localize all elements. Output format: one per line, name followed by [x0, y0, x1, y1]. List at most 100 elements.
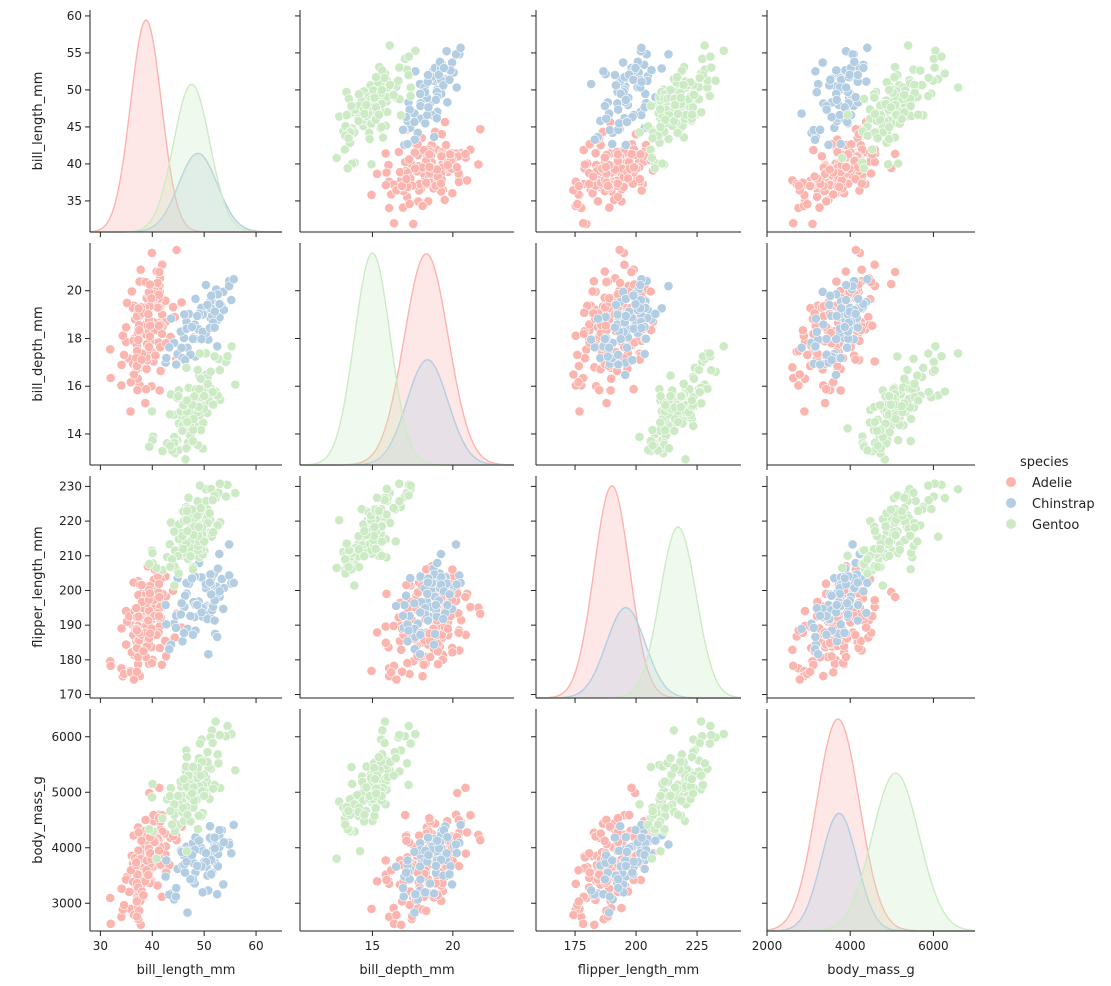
- point-adelie: [814, 202, 825, 213]
- point-gentoo: [923, 348, 934, 359]
- point-gentoo: [697, 53, 708, 64]
- point-adelie: [584, 178, 595, 189]
- point-gentoo: [182, 526, 193, 536]
- point-chinstrap: [187, 573, 197, 584]
- point-gentoo: [686, 774, 697, 784]
- point-chinstrap: [164, 644, 175, 655]
- point-chinstrap: [212, 341, 223, 352]
- y-tick-label: 55: [67, 46, 82, 60]
- point-adelie: [146, 293, 157, 304]
- point-gentoo: [837, 563, 847, 573]
- point-gentoo: [906, 413, 916, 424]
- point-adelie: [421, 177, 432, 188]
- point-adelie: [153, 320, 164, 331]
- point-chinstrap: [212, 632, 223, 642]
- point-chinstrap: [209, 832, 220, 843]
- point-chinstrap: [228, 274, 239, 285]
- point-gentoo: [194, 480, 205, 491]
- point-adelie: [606, 373, 617, 384]
- x-tick-label: 60: [248, 939, 263, 953]
- point-chinstrap: [841, 280, 852, 290]
- point-adelie: [156, 659, 167, 670]
- point-adelie: [568, 910, 579, 920]
- point-chinstrap: [200, 280, 211, 290]
- point-chinstrap: [192, 310, 203, 321]
- point-adelie: [440, 117, 450, 127]
- point-chinstrap: [420, 887, 430, 898]
- point-chinstrap: [600, 874, 610, 885]
- point-gentoo: [886, 102, 896, 113]
- point-chinstrap: [811, 87, 822, 98]
- point-gentoo: [373, 505, 384, 516]
- point-adelie: [629, 162, 639, 173]
- point-gentoo: [181, 752, 192, 762]
- point-adelie: [616, 903, 627, 913]
- kde-fill-chinstrap: [536, 607, 741, 698]
- point-gentoo: [687, 752, 697, 762]
- point-gentoo: [394, 478, 405, 489]
- point-adelie: [645, 286, 656, 297]
- point-gentoo: [183, 492, 194, 503]
- point-adelie: [574, 361, 584, 371]
- x-axis-label-bill_depth_mm: bill_depth_mm: [359, 963, 454, 978]
- point-gentoo: [207, 738, 218, 748]
- y-axis-label-body_mass_g: body_mass_g: [31, 776, 46, 864]
- point-chinstrap: [185, 611, 196, 621]
- point-gentoo: [405, 738, 416, 749]
- point-chinstrap: [862, 578, 873, 588]
- point-gentoo: [953, 484, 963, 495]
- point-gentoo: [369, 92, 380, 103]
- point-gentoo: [343, 562, 354, 572]
- point-adelie: [145, 848, 155, 859]
- point-gentoo: [151, 853, 162, 864]
- point-adelie: [122, 297, 132, 308]
- point-gentoo: [675, 401, 686, 412]
- point-adelie: [574, 406, 585, 417]
- point-chinstrap: [196, 607, 207, 618]
- point-chinstrap: [842, 342, 853, 353]
- point-chinstrap: [815, 359, 825, 370]
- point-gentoo: [687, 395, 697, 406]
- point-adelie: [176, 297, 187, 308]
- point-gentoo: [373, 109, 384, 120]
- point-gentoo: [169, 526, 180, 537]
- point-adelie: [404, 154, 415, 165]
- point-gentoo: [710, 75, 721, 86]
- y-tick-label: 190: [59, 618, 82, 632]
- point-adelie: [402, 658, 413, 668]
- x-tick-label: 30: [93, 939, 108, 953]
- point-gentoo: [875, 400, 885, 411]
- point-chinstrap: [451, 579, 462, 590]
- point-chinstrap: [839, 573, 850, 584]
- point-adelie: [869, 356, 880, 367]
- point-gentoo: [669, 425, 680, 436]
- point-chinstrap: [442, 832, 453, 843]
- panel-flipper_length_mm-vs-bill_depth_mm: [295, 476, 514, 703]
- x-axis-label-body_mass_g: body_mass_g: [827, 963, 915, 978]
- point-adelie: [856, 264, 867, 275]
- point-chinstrap: [858, 63, 869, 73]
- point-gentoo: [405, 82, 416, 93]
- point-gentoo: [210, 716, 221, 727]
- point-adelie: [144, 331, 155, 342]
- point-adelie: [807, 218, 818, 229]
- point-chinstrap: [403, 625, 414, 636]
- point-chinstrap: [842, 598, 853, 609]
- point-gentoo: [905, 530, 915, 541]
- point-adelie: [452, 788, 463, 798]
- point-adelie: [453, 627, 464, 638]
- point-adelie: [821, 196, 832, 207]
- point-gentoo: [647, 440, 658, 451]
- point-adelie: [380, 148, 391, 159]
- point-adelie: [132, 625, 142, 636]
- legend-marker-gentoo: [1006, 519, 1016, 529]
- point-chinstrap: [160, 600, 171, 610]
- point-gentoo: [376, 550, 387, 561]
- point-adelie: [828, 189, 839, 200]
- point-gentoo: [672, 72, 682, 83]
- point-adelie: [131, 896, 142, 907]
- point-adelie: [805, 666, 815, 677]
- point-chinstrap: [180, 867, 190, 878]
- point-gentoo: [230, 379, 241, 390]
- point-chinstrap: [850, 92, 861, 103]
